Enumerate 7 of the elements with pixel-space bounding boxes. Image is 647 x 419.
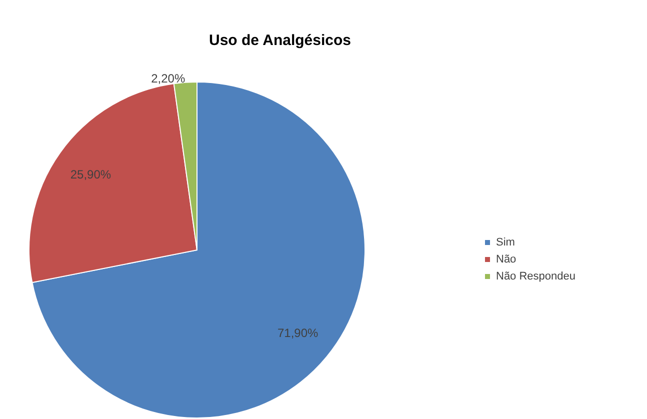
chart-title: Uso de Analgésicos [209, 32, 351, 49]
legend-label: Sim [496, 236, 515, 248]
data-label: 25,90% [70, 167, 112, 182]
legend-label: Não [496, 254, 516, 266]
legend-label: Não Respondeu [496, 270, 576, 282]
data-label: 71,90% [277, 326, 318, 340]
data-label: 2,20% [151, 71, 186, 86]
